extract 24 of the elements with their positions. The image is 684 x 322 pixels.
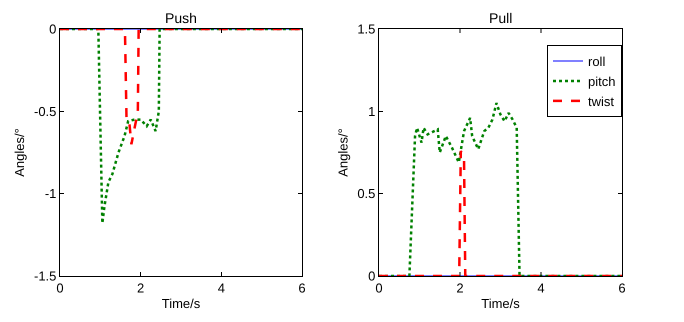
x-axis-title: Time/s bbox=[481, 296, 520, 312]
y-axis-title: Angles/° bbox=[12, 128, 27, 177]
x-tick-label: 2 bbox=[456, 280, 464, 296]
x-tick-label: 6 bbox=[298, 280, 306, 296]
x-tick-label: 4 bbox=[537, 280, 545, 296]
legend-label: pitch bbox=[588, 74, 616, 90]
y-axis-title: Angles/° bbox=[335, 128, 350, 177]
x-axis-title: Time/s bbox=[162, 296, 201, 312]
chart-title: Push bbox=[165, 10, 197, 26]
y-tick-label: -0.5 bbox=[34, 104, 56, 119]
y-tick-label: 1 bbox=[368, 104, 376, 119]
y-tick-label: -1 bbox=[44, 186, 56, 202]
y-tick-label: 1.5 bbox=[357, 22, 376, 37]
legend-label: roll bbox=[588, 54, 606, 70]
y-tick-label: 0 bbox=[49, 22, 56, 37]
x-tick-label: 4 bbox=[218, 280, 225, 296]
legend-label: twist bbox=[588, 94, 614, 109]
line-series bbox=[60, 29, 302, 146]
y-tick-label: 0 bbox=[368, 268, 376, 284]
chart-title: Pull bbox=[489, 10, 512, 26]
y-tick-label: 0.5 bbox=[357, 186, 376, 202]
x-tick-label: 6 bbox=[618, 280, 626, 296]
y-tick-label: -1.5 bbox=[34, 268, 56, 284]
x-tick-label: 2 bbox=[137, 280, 144, 296]
